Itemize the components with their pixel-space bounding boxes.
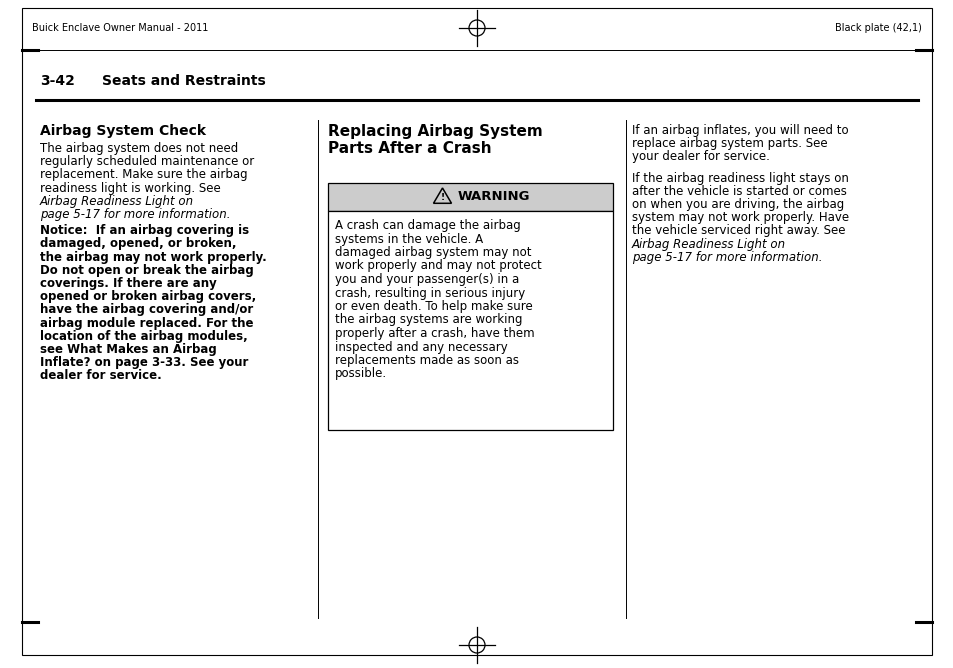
Text: systems in the vehicle. A: systems in the vehicle. A xyxy=(335,232,482,246)
Text: page 5-17 for more information.: page 5-17 for more information. xyxy=(631,250,821,264)
Text: replacement. Make sure the airbag: replacement. Make sure the airbag xyxy=(40,168,248,182)
Text: system may not work properly. Have: system may not work properly. Have xyxy=(631,211,848,224)
Text: Notice:  If an airbag covering is: Notice: If an airbag covering is xyxy=(40,224,249,237)
Text: or even death. To help make sure: or even death. To help make sure xyxy=(335,300,532,313)
Text: If the airbag readiness light stays on: If the airbag readiness light stays on xyxy=(631,172,848,184)
Text: 3-42: 3-42 xyxy=(40,74,74,88)
Text: see What Makes an Airbag: see What Makes an Airbag xyxy=(40,343,216,356)
Text: A crash can damage the airbag: A crash can damage the airbag xyxy=(335,219,520,232)
Text: Do not open or break the airbag: Do not open or break the airbag xyxy=(40,264,253,277)
Text: opened or broken airbag covers,: opened or broken airbag covers, xyxy=(40,290,256,303)
Bar xyxy=(328,183,613,211)
Text: !: ! xyxy=(440,194,444,202)
Text: If an airbag inflates, you will need to: If an airbag inflates, you will need to xyxy=(631,124,848,137)
Text: damaged, opened, or broken,: damaged, opened, or broken, xyxy=(40,237,236,250)
Text: Airbag Readiness Light on: Airbag Readiness Light on xyxy=(40,195,193,208)
Text: WARNING: WARNING xyxy=(457,190,530,204)
Text: dealer for service.: dealer for service. xyxy=(40,369,162,382)
Text: Inflate? on page 3-33. See your: Inflate? on page 3-33. See your xyxy=(40,356,248,369)
Text: replace airbag system parts. See: replace airbag system parts. See xyxy=(631,137,827,150)
Text: Airbag System Check: Airbag System Check xyxy=(40,124,206,138)
Text: location of the airbag modules,: location of the airbag modules, xyxy=(40,330,248,343)
Text: you and your passenger(s) in a: you and your passenger(s) in a xyxy=(335,273,518,286)
Text: properly after a crash, have them: properly after a crash, have them xyxy=(335,327,534,340)
Text: inspected and any necessary: inspected and any necessary xyxy=(335,341,507,353)
Text: readiness light is working. See: readiness light is working. See xyxy=(40,182,220,194)
Text: Seats and Restraints: Seats and Restraints xyxy=(102,74,266,88)
Text: coverings. If there are any: coverings. If there are any xyxy=(40,277,216,290)
Text: your dealer for service.: your dealer for service. xyxy=(631,150,769,164)
Text: after the vehicle is started or comes: after the vehicle is started or comes xyxy=(631,185,846,198)
Text: airbag module replaced. For the: airbag module replaced. For the xyxy=(40,317,253,329)
Text: have the airbag covering and/or: have the airbag covering and/or xyxy=(40,303,253,317)
Text: Black plate (42,1): Black plate (42,1) xyxy=(834,23,921,33)
Text: The airbag system does not need: The airbag system does not need xyxy=(40,142,238,155)
Text: page 5-17 for more information.: page 5-17 for more information. xyxy=(40,208,231,221)
Text: Replacing Airbag System: Replacing Airbag System xyxy=(328,124,542,139)
Text: Buick Enclave Owner Manual - 2011: Buick Enclave Owner Manual - 2011 xyxy=(32,23,208,33)
Text: possible.: possible. xyxy=(335,367,387,381)
Text: on when you are driving, the airbag: on when you are driving, the airbag xyxy=(631,198,843,211)
Text: the airbag systems are working: the airbag systems are working xyxy=(335,313,522,327)
Text: work properly and may not protect: work properly and may not protect xyxy=(335,259,541,273)
Text: regularly scheduled maintenance or: regularly scheduled maintenance or xyxy=(40,155,254,168)
Text: Airbag Readiness Light on: Airbag Readiness Light on xyxy=(631,238,785,250)
Text: Parts After a Crash: Parts After a Crash xyxy=(328,141,491,156)
Text: damaged airbag system may not: damaged airbag system may not xyxy=(335,246,531,259)
Text: replacements made as soon as: replacements made as soon as xyxy=(335,354,518,367)
Text: the vehicle serviced right away. See: the vehicle serviced right away. See xyxy=(631,224,844,237)
Bar xyxy=(328,211,613,430)
Text: the airbag may not work properly.: the airbag may not work properly. xyxy=(40,250,267,264)
Text: crash, resulting in serious injury: crash, resulting in serious injury xyxy=(335,287,525,299)
